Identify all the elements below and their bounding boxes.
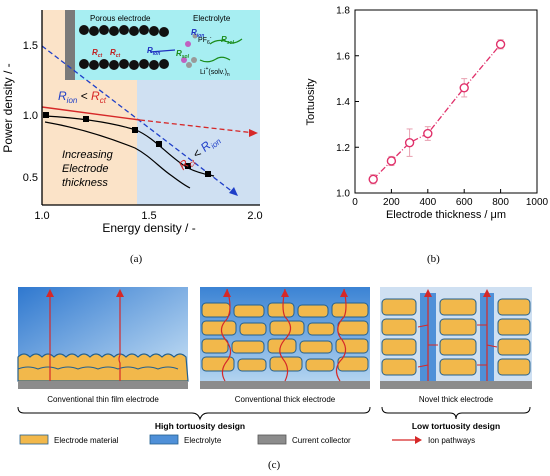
legend-electrode-swatch [19,434,49,445]
black-markers [43,112,211,177]
inset-rion-label-2: Rion [147,46,160,57]
inset-rsol-curve-1 [209,38,243,45]
data-point [423,128,433,139]
black-curve-2 [44,121,191,189]
brace-high-tortuosity [17,406,371,421]
inset-electrolyte-label: Electrolyte [193,14,231,23]
y-tick-label: 1.4 [336,97,350,108]
legend-electrolyte-swatch [149,434,179,445]
panel-a-ylabel: Power density / - [1,63,15,152]
electrode-thick-conventional [200,287,370,389]
legend-collector-label: Current collector [292,436,351,445]
inset-rct-label-small: Rct [92,48,103,59]
red-arrowhead [249,129,258,137]
y-tick-label: 1.6 [336,51,350,62]
inset-rsol-curve-2 [199,56,231,63]
y-tick-label: 1.0 [336,189,350,200]
data-point [404,137,415,148]
red-solid-trend [41,106,141,121]
inset-rion-arrow [149,49,176,53]
x-tick-label: 600 [456,197,473,208]
legend-ion-label: Ion pathways [428,436,475,445]
panel-a-ytick-2: 1.0 [23,110,38,122]
panel-a-figure: Porous electrode Electrolyte Rion Rion R… [1,10,263,235]
x-tick-label: 0 [352,197,358,208]
panel-a-ytick-1: 1.5 [23,40,38,52]
electrode-thick-novel [380,287,532,389]
caption-thick-conventional: Conventional thick electrode [235,395,336,404]
brace-low-tortuosity [381,406,531,420]
panel-a-xtick-2: 1.5 [141,210,156,222]
region-text-line-1: Increasing [62,149,114,161]
panel-b-chart: 0 200 400 600 800 1000 1.0 1.2 1.4 1.6 1.8 Electro… [305,6,549,222]
blue-arrowhead [229,187,238,196]
inset-porous-electrode-label: Porous electrode [90,14,151,23]
inset-li-label: Li+(solv.)n [200,66,230,78]
panel-a-xtick-3: 2.0 [247,210,262,222]
panel-a-xtick-1: 1.0 [34,210,49,222]
blue-dashed-trend [41,45,239,197]
inset-rion-label: Rion [191,28,204,39]
panel-c-figure: Conventional thin film electrode Convent… [17,287,532,445]
y-tick-label: 1.8 [336,6,350,17]
inset-rsol-label-2: Rsol [176,49,190,60]
region-text-line-2: Electrode [62,163,108,175]
inset-particles [79,25,198,70]
legend-collector-swatch [257,434,287,445]
x-tick-label: 800 [492,197,509,208]
inset-rsol-label-1: Rsol [221,35,235,46]
data-point [495,39,506,50]
data-point [459,83,469,93]
electrode-thin-film [17,287,189,389]
y-tick-label: 1.2 [336,143,350,154]
legend-electrolyte-label: Electrolyte [184,436,222,445]
data-point [386,156,397,166]
panel-a-label: (a) [130,253,143,265]
panel-b-ylabel: Tortuosity [305,78,317,126]
inset-collector [65,10,75,80]
x-tick-label: 1000 [526,197,549,208]
caption-thick-novel: Novel thick electrode [419,395,494,404]
panel-c-legend: Electrode material Electrolyte Current c… [19,434,475,445]
inset-rct-label: Rct [110,48,121,59]
x-tick-label: 400 [419,197,436,208]
data-point [368,174,378,184]
annot-rion-lt-rct: Rion < Rct [58,89,107,105]
legend-electrode-label: Electrode material [54,436,119,445]
group-high-tortuosity: High tortuosity design [155,421,245,431]
panel-b-frame [354,9,538,194]
panel-a-xlabel: Energy density / - [102,221,195,235]
group-low-tortuosity: Low tortuosity design [412,421,500,431]
panel-a-ytick-3: 0.5 [23,172,38,184]
panel-b-xlabel: Electrode thickness / μm [386,209,506,221]
panel-c-label: (c) [268,459,281,471]
x-tick-label: 200 [383,197,400,208]
panel-b-label: (b) [427,253,440,265]
red-dashed-trend [139,119,256,134]
inset-pf6-label: PF6- [198,35,212,46]
caption-thin-film: Conventional thin film electrode [47,395,159,404]
region-text-line-3: thickness [62,177,108,189]
